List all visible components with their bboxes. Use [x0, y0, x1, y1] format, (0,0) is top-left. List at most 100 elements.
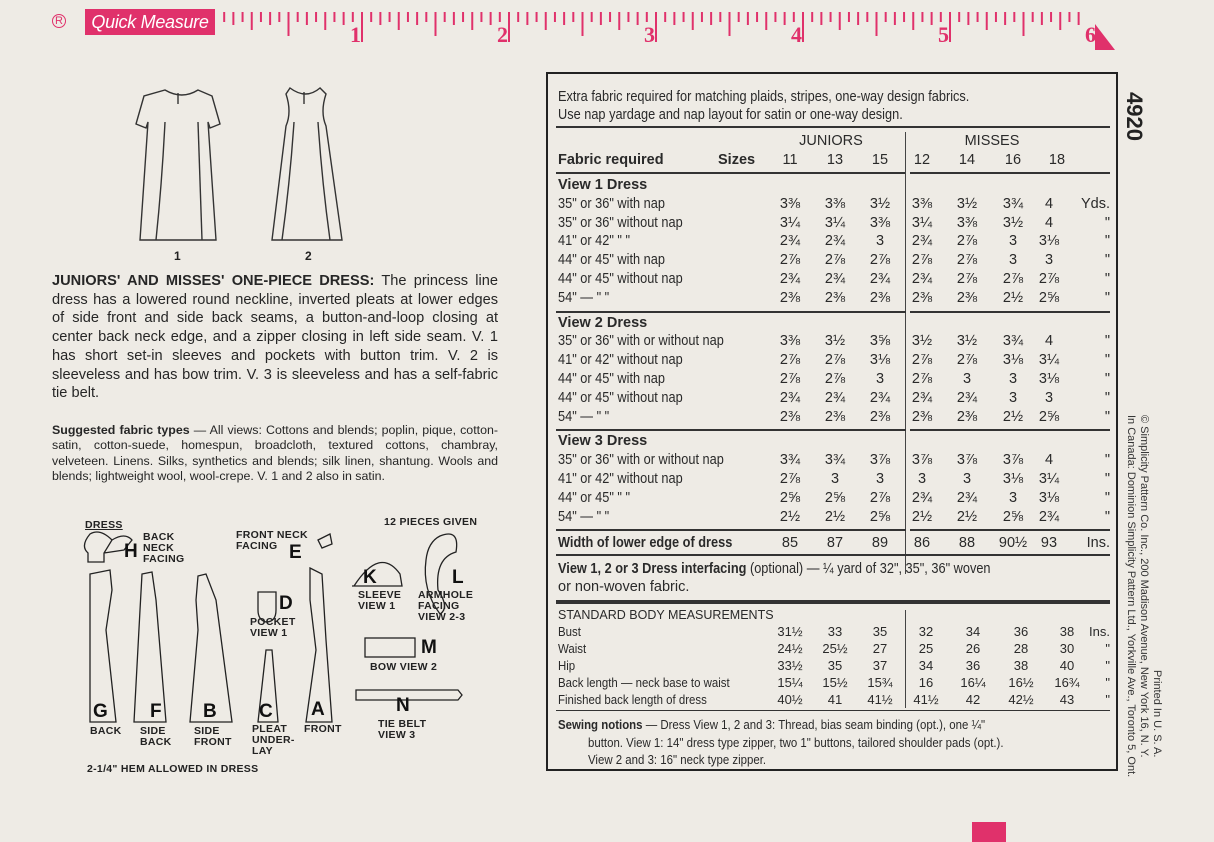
body-value: 16 — [918, 674, 934, 690]
row-unit: " — [1104, 352, 1110, 369]
row-value: 2⅝ — [1038, 289, 1060, 306]
row-value: 2⅝ — [779, 489, 801, 506]
view-number-1: 1 — [174, 249, 181, 262]
row-value: 3 — [1044, 252, 1054, 269]
row-value: 2⅜ — [869, 408, 891, 425]
note-plaids: Extra fabric required for matching plaid… — [558, 89, 970, 105]
row-value: 2⅞ — [956, 252, 978, 269]
divider — [556, 429, 906, 432]
piece-name-B: SIDE FRONT — [194, 725, 232, 748]
group-juniors: JUNIORS — [799, 133, 863, 149]
row-label: 41" or 42" without nap — [558, 471, 683, 487]
row-value: 3½ — [956, 333, 978, 350]
body-value: 15½ — [822, 674, 848, 690]
row-value: 3⅞ — [1002, 452, 1024, 469]
row-value: 2⅜ — [911, 289, 933, 306]
row-value: 4 — [1044, 195, 1054, 212]
body-value: 16½ — [1008, 674, 1034, 690]
piece-letter-G: G — [93, 701, 108, 722]
row-unit: " — [1104, 214, 1110, 231]
row-value: 2⅝ — [869, 508, 891, 525]
row-value: 87 — [826, 535, 844, 552]
size-header: 16 — [1004, 152, 1022, 168]
row-value: 2¾ — [869, 389, 891, 406]
row-value: 2⅜ — [911, 408, 933, 425]
row-label: Width of lower edge of dress — [558, 535, 733, 552]
row-value: 2⅞ — [911, 371, 933, 387]
body-title: STANDARD BODY MEASUREMENTS — [558, 608, 774, 623]
row-value: 2⅞ — [956, 271, 978, 287]
notions-line-1: Sewing notions — Dress View 1, 2 and 3: … — [558, 716, 985, 734]
piece-name-H: BACK NECK FACING — [143, 531, 185, 565]
row-label: 54" — " " — [558, 289, 610, 306]
body-label: Finished back length of dress — [558, 691, 707, 707]
body-unit: " — [1105, 691, 1110, 707]
body-value: 34 — [965, 624, 981, 640]
row-unit: " — [1104, 389, 1110, 406]
group-misses: MISSES — [964, 133, 1020, 149]
body-value: 31½ — [777, 624, 803, 640]
ruler-inch-3: 3 — [644, 22, 655, 47]
body-value: 40 — [1059, 658, 1075, 673]
row-value: 2⅞ — [779, 252, 801, 269]
row-value: 3¼ — [1038, 471, 1060, 487]
size-header: 14 — [958, 152, 976, 168]
piece-name-D: POCKET VIEW 1 — [250, 616, 296, 639]
body-label: Hip — [558, 658, 576, 673]
divider — [556, 172, 906, 174]
row-value: 2¾ — [956, 489, 978, 506]
row-value: 3⅛ — [1002, 471, 1024, 487]
pattern-piece-shapes — [83, 531, 463, 723]
ruler-inch-4: 4 — [791, 22, 802, 47]
row-value: 2⅞ — [1002, 271, 1024, 287]
yardage-chart — [546, 72, 1118, 771]
row-value: 3 — [875, 233, 885, 250]
ruler-inch-6: 6 — [1085, 22, 1096, 47]
row-value: 2⅝ — [1002, 508, 1024, 525]
row-value: 2⅞ — [824, 352, 846, 369]
row-value: 3 — [1008, 371, 1018, 387]
piece-name-C: PLEAT UNDER-LAY — [252, 723, 295, 757]
body-label: Bust — [558, 624, 581, 640]
row-value: 3⅜ — [869, 214, 891, 231]
pieces-count: 12 PIECES GIVEN — [384, 516, 478, 528]
piece-name-G: BACK — [90, 725, 122, 737]
row-value: 2⅞ — [1038, 271, 1060, 287]
interfacing-line: View 1, 2 or 3 Dress interfacing (option… — [558, 560, 991, 578]
row-value: 2¾ — [779, 271, 801, 287]
dress-illustrations: 1 2 — [135, 86, 343, 262]
description-text: The princess line dress has a lowered ro… — [52, 273, 498, 402]
body-value: 26 — [965, 641, 981, 657]
divider — [556, 310, 906, 313]
divider — [910, 310, 1110, 313]
piece-letter-E: E — [289, 542, 302, 563]
row-value: 89 — [871, 535, 889, 552]
row-value: 3¾ — [779, 452, 801, 469]
body-unit: " — [1105, 674, 1110, 690]
body-value: 34 — [918, 658, 934, 673]
row-value: 4 — [1044, 333, 1054, 350]
note-nap: Use nap yardage and nap layout for satin… — [558, 107, 903, 123]
quick-measure-label: Quick Measure — [85, 9, 215, 35]
row-value: 2¾ — [824, 271, 846, 287]
body-value: 36 — [1013, 624, 1029, 640]
row-value: 3⅛ — [1002, 352, 1024, 369]
interfacing-line-2: or non-woven fabric. — [558, 579, 690, 596]
body-value: 16¼ — [960, 674, 986, 690]
row-value: 85 — [781, 535, 799, 552]
pink-edge-mark — [972, 822, 1006, 842]
row-value: 90½ — [998, 535, 1028, 552]
piece-name-K: SLEEVE VIEW 1 — [358, 589, 402, 612]
piece-letter-M: M — [421, 637, 437, 658]
row-value: 3⅞ — [956, 452, 978, 469]
row-value: 3½ — [869, 195, 891, 212]
quick-measure-ruler: R Quick Measure 1 2 3 4 5 6 — [0, 0, 1214, 60]
row-value: 2⅜ — [956, 289, 978, 306]
piece-name-N: TIE BELT VIEW 3 — [378, 718, 427, 741]
row-value: 2⅞ — [824, 371, 846, 387]
row-value: 2¾ — [824, 233, 846, 250]
body-unit: Ins. — [1089, 624, 1110, 640]
row-value: 4 — [1044, 452, 1054, 469]
row-value: 2⅞ — [779, 371, 801, 387]
row-value: 3⅝ — [869, 333, 891, 350]
